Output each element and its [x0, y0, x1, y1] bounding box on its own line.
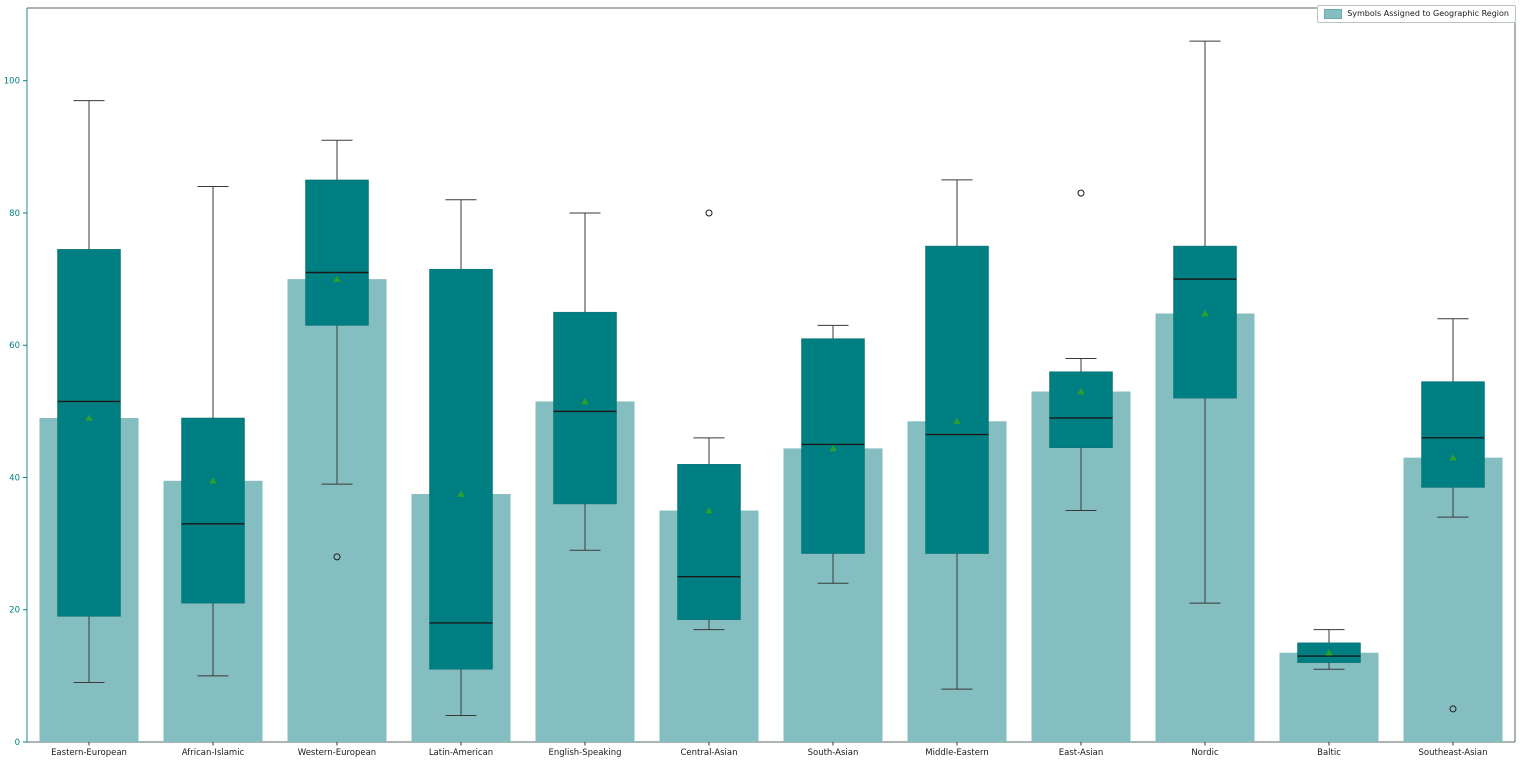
y-tick-label: 100	[4, 77, 20, 87]
outlier-marker	[1077, 189, 1085, 197]
y-tick-label: 0	[15, 738, 20, 748]
x-tick-label: South-Asian	[808, 748, 859, 758]
mean-marker	[209, 477, 217, 484]
mean-marker	[705, 507, 713, 514]
x-tick-label: Latin-American	[429, 748, 493, 758]
mean-marker	[953, 417, 961, 425]
iqr-box	[1049, 371, 1113, 448]
x-tick-label: Nordic	[1191, 748, 1219, 758]
outlier-marker	[705, 209, 713, 217]
iqr-box	[1173, 245, 1237, 399]
mean-marker	[1325, 649, 1333, 656]
iqr-box	[553, 311, 617, 505]
y-tick-label: 60	[9, 341, 20, 351]
mean-marker	[85, 414, 93, 421]
x-tick-label: English-Speaking	[548, 748, 621, 758]
mean-marker	[333, 275, 341, 282]
outlier-marker	[333, 553, 341, 561]
y-tick-label: 20	[9, 606, 20, 616]
x-tick-label: Southeast-Asian	[1419, 748, 1488, 758]
iqr-box	[925, 245, 989, 554]
mean-marker	[1201, 310, 1209, 317]
mean-marker	[829, 444, 837, 452]
iqr-box	[305, 179, 369, 326]
outlier-marker	[1449, 705, 1457, 713]
x-tick-label: African-Islamic	[182, 748, 245, 758]
x-tick-label: Baltic	[1317, 748, 1341, 758]
x-tick-label: Eastern-European	[51, 748, 127, 758]
x-tick-label: Central-Asian	[680, 748, 737, 758]
iqr-box	[677, 464, 741, 620]
legend-label: Symbols Assigned to Geographic Region	[1347, 9, 1509, 18]
iqr-box	[181, 417, 245, 604]
mean-marker	[581, 397, 589, 405]
x-tick-label: Western-European	[298, 748, 376, 758]
iqr-box	[57, 249, 121, 617]
iqr-box	[1421, 381, 1485, 488]
mean-marker	[1449, 454, 1457, 461]
x-tick-label: East-Asian	[1059, 748, 1103, 758]
legend: Symbols Assigned to Geographic Region	[1317, 5, 1516, 23]
mean-marker	[457, 490, 465, 497]
iqr-box	[429, 268, 493, 670]
mean-marker	[1077, 388, 1085, 395]
y-tick-label: 80	[9, 209, 20, 219]
x-tick-label: Middle-Eastern	[925, 748, 988, 758]
legend-swatch-icon	[1324, 9, 1343, 19]
y-tick-label: 40	[9, 473, 20, 483]
